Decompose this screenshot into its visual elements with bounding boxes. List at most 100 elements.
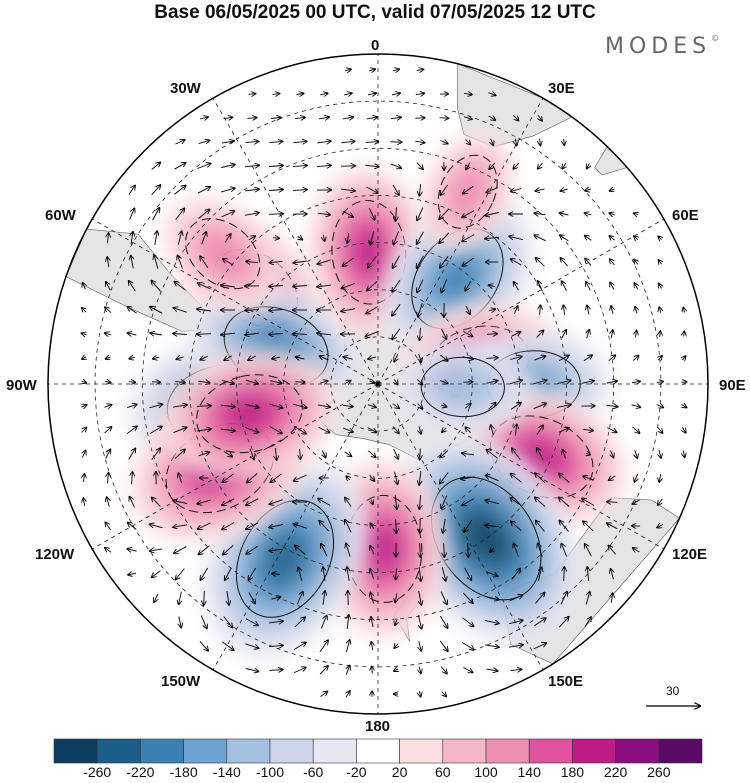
wind-vector: [317, 405, 330, 407]
wind-vector: [296, 94, 304, 95]
wind-vector: [199, 545, 210, 555]
height-contour-10: [235, 499, 335, 618]
wind-vector: [269, 549, 284, 550]
wind-vector: [611, 569, 614, 580]
wind-vector: [176, 568, 185, 580]
colorbar-swatch: [442, 738, 487, 764]
wind-vector: [105, 307, 112, 314]
wind-vector: [198, 210, 210, 219]
polar-map: [47, 53, 709, 715]
wind-vector: [153, 357, 160, 359]
wind-vector: [560, 258, 568, 267]
wind-vector: [225, 567, 232, 580]
wind-vector: [439, 640, 448, 651]
wind-vector: [419, 591, 422, 605]
wind-vector: [440, 381, 447, 384]
wind-vector: [634, 236, 638, 240]
colorbar-tick-label: -140: [212, 764, 241, 780]
wind-vector: [465, 139, 471, 145]
wind-vector: [462, 257, 474, 266]
wind-vector: [390, 117, 401, 118]
wind-vector: [442, 428, 446, 432]
wind-vector: [462, 498, 475, 506]
wind-vector: [560, 189, 568, 191]
wind-vector: [606, 381, 617, 383]
wind-vector: [538, 114, 542, 121]
wind-vector: [175, 140, 184, 145]
wind-vector: [462, 357, 473, 359]
wind-vector: [366, 186, 377, 193]
wind-vector: [485, 237, 500, 238]
wind-vector: [633, 548, 640, 552]
colorbar-swatch: [399, 738, 444, 764]
wind-vector: [560, 592, 567, 605]
wind-vector: [510, 403, 521, 410]
colorbar-tick-label: -180: [169, 764, 198, 780]
wind-vector: [227, 591, 229, 605]
wind-vector: [246, 522, 259, 529]
wind-vector: [149, 404, 163, 409]
wind-vector: [292, 165, 307, 166]
wind-vector: [417, 231, 424, 244]
lon-label-90e: 90E: [719, 377, 746, 394]
wind-vector: [177, 231, 181, 245]
wind-vector: [323, 567, 325, 581]
wind-vector: [173, 334, 188, 335]
wind-vector: [128, 523, 137, 530]
wind-vector: [370, 523, 373, 529]
wind-vector: [151, 448, 160, 460]
wind-vector: [417, 207, 424, 221]
colorbar-swatch: [312, 738, 357, 764]
wind-vector: [222, 641, 233, 650]
wind-vector: [248, 94, 256, 95]
wind-vector: [485, 645, 499, 647]
wind-vector: [83, 498, 84, 506]
wind-vector: [536, 258, 545, 267]
wind-vector: [564, 567, 565, 582]
lon-label-30e: 30E: [548, 80, 575, 97]
wind-vector: [418, 303, 423, 316]
wind-vector: [635, 449, 638, 458]
wind-vector: [128, 186, 135, 195]
wind-vector: [634, 213, 639, 215]
wind-vector: [84, 474, 85, 483]
wind-vector: [395, 593, 397, 603]
wind-vector: [441, 405, 446, 407]
wind-vector: [270, 381, 281, 384]
wind-vector: [105, 449, 111, 459]
wind-vector: [490, 548, 494, 552]
wind-vector: [557, 380, 570, 383]
wind-vector: [540, 138, 541, 146]
wind-vector: [318, 426, 330, 432]
wind-vector: [367, 281, 378, 290]
wind-vector: [200, 615, 207, 629]
wind-vector: [536, 425, 543, 435]
wind-vector: [683, 450, 684, 458]
wind-vector: [293, 403, 307, 408]
wind-vector: [485, 213, 499, 216]
wind-vector: [559, 497, 570, 507]
lat-circle: [330, 336, 426, 432]
wind-vector: [611, 450, 614, 457]
lon-label-60w: 60W: [45, 207, 76, 224]
wind-vector: [245, 213, 259, 216]
wind-vector: [245, 189, 259, 191]
wind-vector: [220, 429, 235, 431]
wind-vector: [415, 93, 424, 94]
wind-vector: [632, 426, 640, 433]
wind-vector: [462, 617, 474, 627]
wind-vector: [341, 283, 355, 289]
wind-vector: [396, 206, 397, 221]
colorbar-swatch: [183, 738, 228, 764]
wind-vector: [246, 545, 259, 554]
wind-vector: [155, 231, 157, 245]
wind-vector: [174, 163, 185, 170]
wind-vector: [368, 256, 377, 267]
wind-vector: [440, 184, 448, 195]
brand-mark: ©: [711, 34, 720, 43]
wind-vector: [511, 474, 522, 483]
wind-vector: [419, 641, 421, 651]
wind-vector: [513, 115, 518, 120]
wind-vector: [342, 257, 354, 266]
wind-vector: [419, 426, 421, 434]
